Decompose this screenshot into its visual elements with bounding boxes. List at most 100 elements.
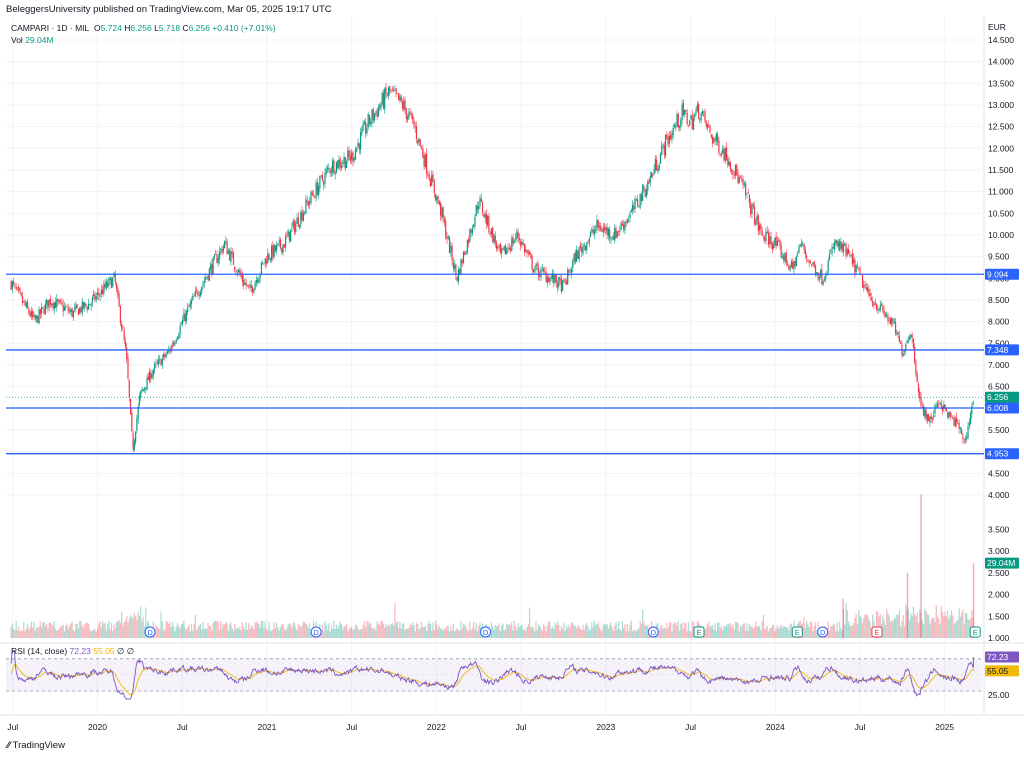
symbol-label[interactable]: CAMPARI · 1D · MIL <box>11 23 90 33</box>
candle-body <box>502 248 504 250</box>
candle-body <box>905 344 907 350</box>
candle-body <box>277 243 279 245</box>
volume-bar <box>781 627 784 638</box>
volume-bar <box>917 622 920 638</box>
volume-bar <box>686 631 688 638</box>
volume-bar <box>841 630 843 638</box>
volume-bar <box>103 623 105 638</box>
candle-body <box>889 318 892 325</box>
candle-body <box>428 174 430 180</box>
volume-bar <box>736 622 738 638</box>
candle-body <box>903 350 906 352</box>
candle-body <box>389 86 391 92</box>
candle-body <box>802 244 804 246</box>
candle-body <box>512 237 514 245</box>
volume-bar <box>687 621 690 638</box>
volume-bar <box>304 621 306 638</box>
volume-bar <box>953 624 955 638</box>
tradingview-logo[interactable]: ⁄⁄ TradingView <box>7 740 65 751</box>
candle-body <box>714 139 716 141</box>
volume-bar <box>91 630 94 638</box>
volume-bar <box>422 626 424 638</box>
volume-bar <box>260 620 263 638</box>
candle-body <box>696 104 698 111</box>
volume-label[interactable]: Vol <box>11 35 23 45</box>
volume-bar <box>539 626 541 638</box>
volume-bar <box>446 625 448 638</box>
candle-body <box>525 249 527 252</box>
candle-body <box>174 342 176 344</box>
volume-bar <box>556 621 559 638</box>
volume-bar <box>713 629 715 638</box>
volume-bar <box>860 617 862 638</box>
volume-bar <box>603 624 606 638</box>
volume-bar <box>751 625 753 638</box>
candle-body <box>530 253 532 258</box>
volume-bar <box>124 620 127 638</box>
volume-bar <box>347 631 349 638</box>
volume-bar <box>375 630 377 638</box>
candle-body <box>326 167 329 170</box>
volume-bar <box>75 624 77 638</box>
candle-body <box>221 249 223 254</box>
volume-bar <box>739 626 742 638</box>
volume-bar <box>925 611 927 638</box>
candle-body <box>251 287 254 293</box>
candle-body <box>894 321 897 334</box>
candle-body <box>804 249 806 255</box>
volume-bar <box>550 628 552 638</box>
candle-body <box>451 245 453 261</box>
volume-bar <box>72 629 74 638</box>
volume-bar <box>919 608 921 638</box>
volume-bar <box>451 630 453 638</box>
candle-body <box>700 113 702 120</box>
volume-bar <box>244 629 246 638</box>
volume-bar <box>706 624 709 638</box>
candle-body <box>950 416 953 418</box>
volume-bar <box>597 622 599 638</box>
volume-bar <box>676 625 678 638</box>
candle-body <box>338 159 340 169</box>
candle-body <box>475 204 477 217</box>
candle-body <box>513 240 515 243</box>
candle-body <box>822 281 824 285</box>
volume-bar <box>345 623 348 638</box>
volume-bar <box>121 611 123 638</box>
candle-body <box>53 302 55 310</box>
volume-bar <box>325 624 327 638</box>
candle-body <box>935 406 937 407</box>
candle-body <box>794 260 796 266</box>
rsi-label[interactable]: RSI (14, close) <box>11 646 68 656</box>
volume-bar <box>475 622 477 638</box>
candle-body <box>235 270 237 273</box>
candle-body <box>311 192 313 196</box>
candle-body <box>833 241 836 250</box>
volume-bar <box>748 624 751 638</box>
volume-bar <box>762 614 765 638</box>
volume-bar <box>528 607 531 638</box>
candle-body <box>471 228 473 234</box>
candle-body <box>900 342 902 344</box>
candle-body <box>847 248 850 254</box>
volume-bar <box>290 624 292 638</box>
candle-body <box>483 214 485 217</box>
volume-bar <box>137 611 139 638</box>
candle-body <box>410 114 412 115</box>
volume-bar <box>441 628 443 638</box>
volume-bar <box>573 624 575 638</box>
volume-bar <box>24 631 26 638</box>
volume-bar <box>802 622 804 638</box>
volume-bar <box>60 626 62 638</box>
volume-bar <box>847 621 850 638</box>
price-tick-label: 7.500 <box>988 338 1010 348</box>
candle-body <box>562 280 564 291</box>
volume-bar <box>887 613 889 638</box>
volume-bar <box>382 623 385 638</box>
volume-bar <box>112 630 114 638</box>
volume-bar <box>305 623 307 638</box>
candle-body <box>537 267 540 277</box>
time-tick-label: 2025 <box>935 722 954 732</box>
volume-bar <box>295 626 297 638</box>
volume-bar <box>63 631 66 638</box>
